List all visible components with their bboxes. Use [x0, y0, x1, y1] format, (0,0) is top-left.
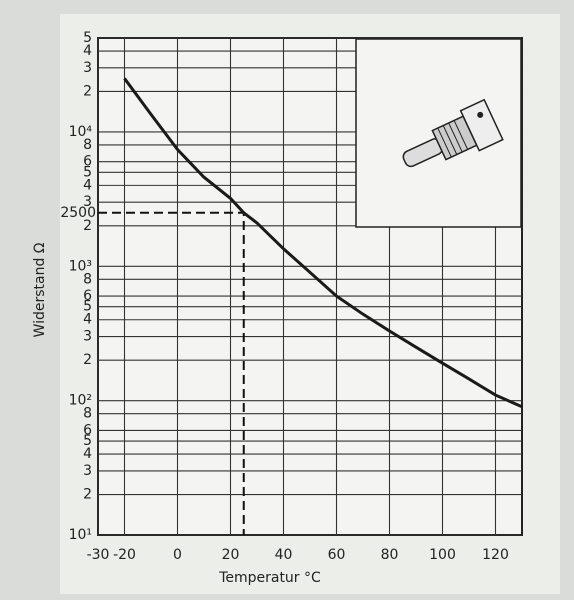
y-tick-label: 2 — [83, 352, 92, 368]
x-tick-label: 120 — [482, 547, 509, 563]
y-tick-label: 3 — [83, 60, 92, 76]
y-tick-label: 6 — [83, 422, 92, 438]
y-tick-label: 3 — [83, 463, 92, 479]
y-tick-label: 8 — [83, 271, 92, 287]
x-tick-label: 100 — [429, 547, 456, 563]
y-tick-label: 10¹ — [69, 527, 92, 543]
y-tick-label: 4 — [83, 177, 92, 193]
y-tick-label: 3 — [83, 329, 92, 345]
y-tick-label: 4 — [83, 312, 92, 328]
sensor-inset — [355, 38, 522, 228]
y-tick-label: 5 — [83, 299, 92, 315]
x-tick-label: -30 — [87, 547, 110, 563]
y-tick-label: 2 — [83, 218, 92, 234]
y-tick-label: 10² — [69, 393, 92, 409]
y-tick-label: 4 — [83, 446, 92, 462]
y-tick-label: 2 — [83, 487, 92, 503]
y-tick-label: 2 — [83, 83, 92, 99]
y-tick-label: 10⁴ — [69, 124, 93, 140]
x-axis-label: Temperatur °C — [218, 570, 321, 586]
reference-label: 2500 — [60, 205, 96, 221]
y-tick-label: 5 — [83, 30, 92, 46]
x-tick-label: 60 — [328, 547, 346, 563]
y-axis-label: Widerstand Ω — [32, 242, 48, 337]
x-tick-label: 40 — [275, 547, 293, 563]
x-tick-label: 0 — [173, 547, 182, 563]
y-tick-label: 3 — [83, 194, 92, 210]
curve — [123, 77, 523, 409]
x-tick-label: -20 — [113, 547, 136, 563]
y-tick-label: 8 — [83, 137, 92, 153]
y-tick-label: 4 — [83, 43, 92, 59]
y-tick-label: 6 — [83, 154, 92, 170]
y-tick-label: 10³ — [69, 258, 92, 274]
x-tick-label: 80 — [381, 547, 399, 563]
y-tick-label: 6 — [83, 288, 92, 304]
sensor-icon — [402, 98, 504, 168]
y-tick-label: 5 — [83, 433, 92, 449]
y-tick-label: 8 — [83, 406, 92, 422]
y-tick-label: 5 — [83, 164, 92, 180]
x-tick-label: 20 — [222, 547, 240, 563]
